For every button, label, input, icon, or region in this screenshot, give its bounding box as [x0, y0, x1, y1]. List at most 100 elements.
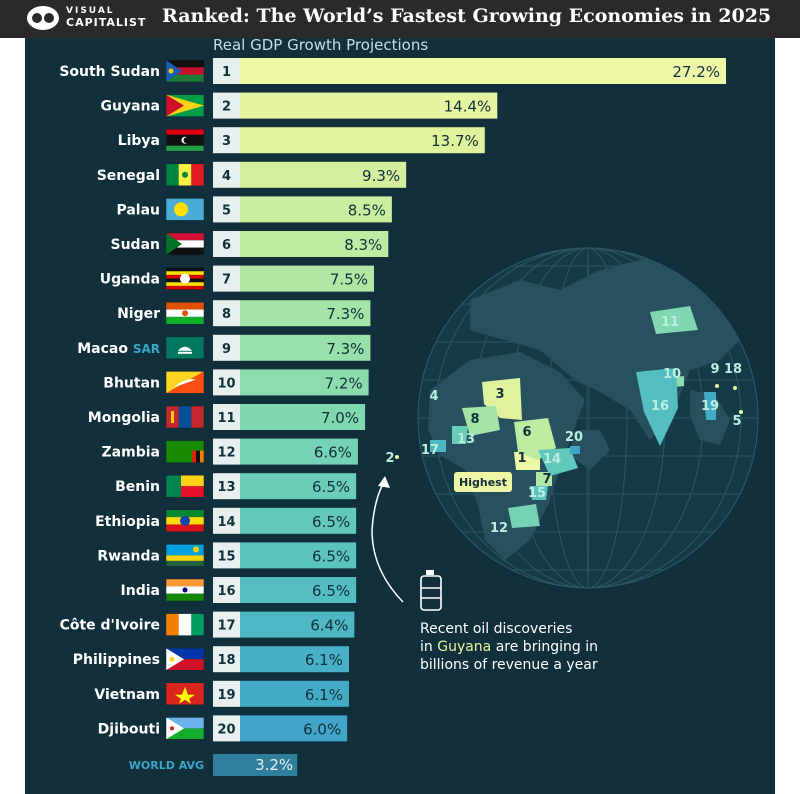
map-label-11: 11	[661, 315, 679, 330]
highest-label: Highest	[459, 476, 507, 489]
bar-row: Palau 5 8.5%	[116, 196, 392, 223]
country-label: Sudan	[111, 237, 161, 253]
oil-barrel-icon	[420, 570, 442, 611]
callout-line2-pre: in	[420, 639, 433, 655]
bar	[240, 404, 366, 430]
flag-bhutan-icon	[165, 371, 205, 394]
value-label: 7.3%	[326, 305, 364, 323]
country-highlight-17	[430, 440, 446, 452]
island-marker	[715, 384, 719, 388]
rank-label: 15	[217, 549, 235, 564]
bar	[240, 300, 371, 327]
bar-row: Bhutan 10 7.2%	[103, 369, 369, 396]
flag-niger-icon	[165, 301, 205, 325]
bar-row: South Sudan 1 27.2%	[59, 58, 726, 84]
rank-label: 12	[217, 446, 235, 461]
value-label: 6.5%	[312, 547, 350, 565]
map-label-5: 5	[732, 414, 741, 429]
bar-rows: South Sudan 1 27.2%Guyana 2 14.4%Libya 3 13.7%…	[59, 58, 726, 776]
country-highlight-11	[650, 306, 698, 334]
rank-label: 16	[217, 584, 235, 599]
chart-subtitle: Real GDP Growth Projections	[213, 36, 429, 54]
country-label: Zambia	[102, 445, 160, 461]
top-bar: VISUAL CAPITALIST Ranked: The World’s Fa…	[0, 0, 800, 38]
value-label: 7.2%	[325, 374, 363, 392]
country-label: Djibouti	[98, 721, 160, 737]
rank-box	[213, 92, 240, 119]
bar	[240, 507, 357, 534]
rank-box	[213, 611, 240, 638]
map-label-13: 13	[457, 432, 475, 447]
page-title: Ranked: The World’s Fastest Growing Econ…	[162, 5, 772, 27]
map-label-14: 14	[543, 452, 561, 467]
rank-box	[213, 715, 240, 742]
rank-box	[213, 196, 240, 223]
rank-label: 6	[222, 238, 231, 253]
world-average-row: WORLD AVG 3.2%	[129, 754, 298, 776]
map-label-2: 2	[385, 451, 394, 466]
map-label-17: 17	[421, 443, 439, 458]
country-highlight-6	[514, 418, 556, 460]
map-label-20: 20	[565, 430, 583, 445]
country-label: Rwanda	[97, 548, 160, 564]
rank-label: 8	[222, 307, 231, 322]
flag-rwanda-icon	[165, 544, 205, 567]
flag-djibouti-icon	[165, 717, 205, 740]
rank-label: 7	[222, 273, 231, 288]
map-label-1: 1	[517, 451, 526, 466]
bar	[240, 715, 348, 742]
flag-sudan-icon	[165, 232, 205, 256]
country-label: Senegal	[97, 168, 160, 184]
bar	[240, 438, 358, 465]
bar	[240, 542, 357, 569]
bar-row: Vietnam 19 6.1%	[94, 680, 349, 707]
rank-label: 20	[217, 722, 235, 737]
value-label: 6.0%	[303, 720, 341, 738]
bar	[240, 196, 392, 223]
country-highlight-19	[704, 392, 716, 420]
bar-row: Senegal 4 9.3%	[97, 161, 407, 188]
brand-name: VISUAL CAPITALIST	[66, 6, 146, 28]
callout-line2-post: are bringing in	[495, 639, 598, 655]
bar	[240, 611, 355, 638]
map-label-7: 7	[542, 472, 551, 487]
map-label-6: 6	[522, 425, 531, 440]
country-label: Benin	[115, 479, 160, 495]
bar-row: Zambia 12 6.6%	[102, 438, 358, 465]
country-label: Palau	[116, 202, 160, 218]
country-label: Vietnam	[94, 687, 160, 703]
rank-label: 17	[217, 619, 235, 634]
map-label-4: 4	[429, 389, 438, 404]
country-label: Mongolia	[88, 410, 160, 426]
bar	[240, 334, 371, 361]
land-shape	[570, 430, 610, 470]
bar	[240, 231, 389, 257]
flag-philippines-icon	[165, 647, 205, 671]
island-marker	[733, 386, 737, 390]
globe-landmass	[428, 255, 750, 560]
rank-box	[213, 127, 240, 154]
rank-box	[213, 265, 240, 292]
flag-south-sudan-icon	[165, 59, 205, 83]
rank-box	[213, 473, 240, 500]
rank-box	[213, 577, 240, 603]
flag-benin-icon	[165, 474, 205, 498]
bar	[240, 127, 485, 154]
visual-capitalist-logo-icon	[27, 6, 59, 30]
bar-row: Uganda 7 7.5%	[100, 265, 375, 292]
callout-line1: Recent oil discoveries	[420, 621, 573, 637]
value-label: 6.5%	[312, 582, 350, 600]
map-label-16: 16	[651, 399, 669, 414]
rank-label: 19	[217, 688, 235, 703]
value-label: 6.5%	[312, 513, 350, 531]
brand-line1: VISUAL	[66, 6, 115, 16]
map-label-12: 12	[490, 521, 508, 536]
rank-label: 14	[217, 515, 235, 530]
value-label: 13.7%	[431, 132, 479, 150]
flag-india-icon	[165, 578, 205, 602]
bar	[240, 58, 726, 84]
rank-label: 11	[217, 411, 235, 426]
bar	[240, 369, 369, 396]
land-shape	[428, 352, 585, 560]
country-highlight-15	[530, 486, 548, 500]
